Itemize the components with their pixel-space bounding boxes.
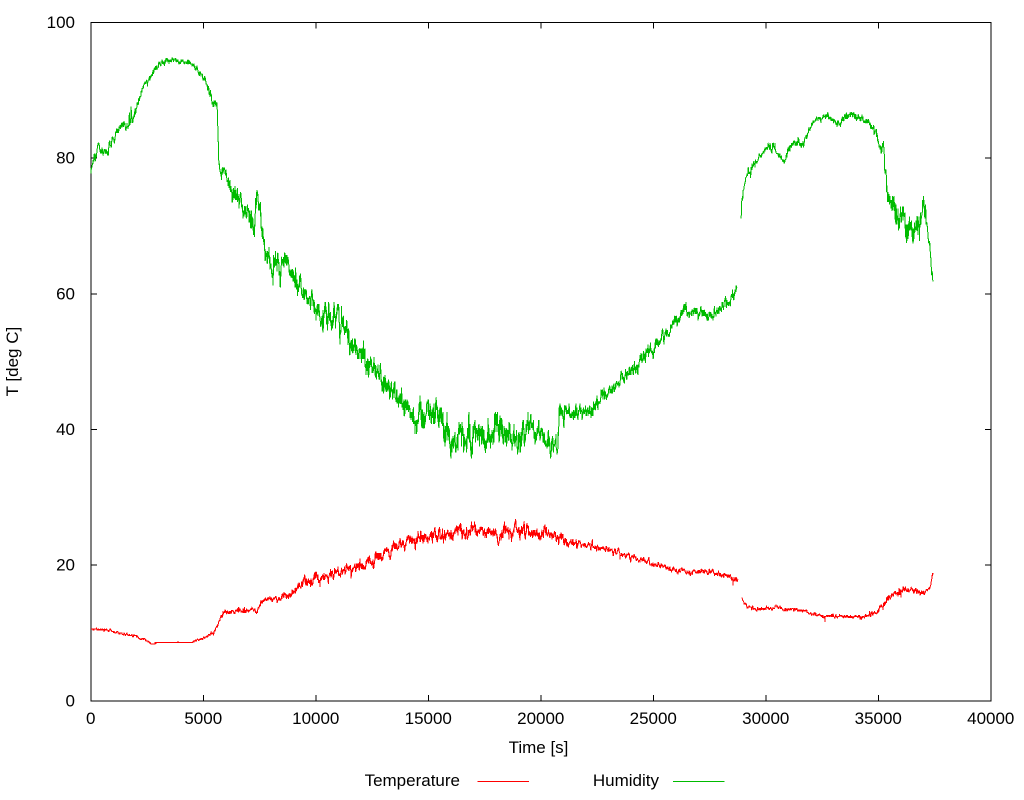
svg-text:35000: 35000 (855, 709, 902, 728)
svg-text:Time [s]: Time [s] (509, 738, 569, 757)
svg-text:Temperature: Temperature (365, 771, 460, 790)
svg-text:80: 80 (56, 149, 75, 168)
svg-text:100: 100 (47, 13, 75, 32)
svg-text:60: 60 (56, 284, 75, 303)
svg-text:25000: 25000 (630, 709, 677, 728)
svg-text:5000: 5000 (184, 709, 222, 728)
svg-text:T [deg C]: T [deg C] (3, 327, 22, 397)
svg-text:40: 40 (56, 420, 75, 439)
svg-text:40000: 40000 (967, 709, 1014, 728)
svg-text:20000: 20000 (517, 709, 564, 728)
svg-text:20: 20 (56, 556, 75, 575)
svg-text:10000: 10000 (292, 709, 339, 728)
svg-text:0: 0 (86, 709, 95, 728)
svg-text:Humidity: Humidity (593, 771, 660, 790)
svg-text:0: 0 (66, 691, 75, 710)
svg-text:15000: 15000 (405, 709, 452, 728)
svg-text:30000: 30000 (742, 709, 789, 728)
